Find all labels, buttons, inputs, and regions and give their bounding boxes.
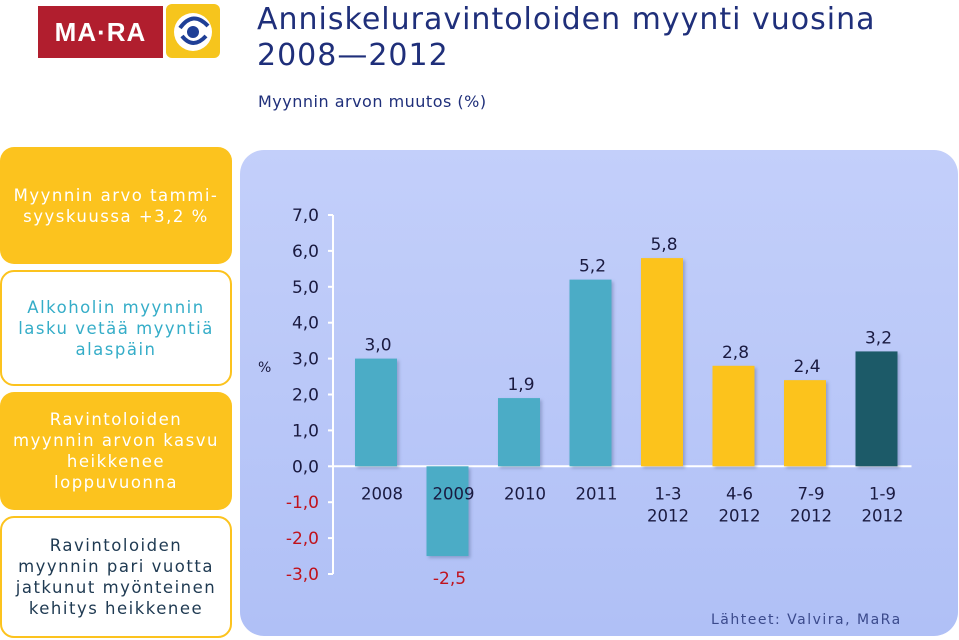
category-label: 1-9 — [869, 484, 896, 503]
info-panel-2: Alkoholin myynnin lasku vetää myyntiä al… — [0, 270, 232, 386]
category-label: 4-6 — [726, 484, 753, 503]
y-tick-label: 3,0 — [292, 350, 319, 370]
value-label: 3,0 — [364, 336, 391, 356]
value-label: 2,8 — [722, 343, 749, 363]
panel-text-4: Ravintoloiden myynnin pari vuotta jatkun… — [15, 536, 217, 618]
panel-text-3: Ravintoloiden myynnin arvon kasvu heikke… — [13, 410, 219, 492]
y-tick-label: 2,0 — [292, 386, 319, 406]
category-label-line2: 2012 — [862, 506, 904, 525]
bar — [641, 258, 683, 467]
y-tick-label: 1,0 — [292, 421, 319, 441]
value-label: -2,5 — [433, 569, 466, 589]
value-label: 5,2 — [579, 257, 606, 277]
category-label-line2: 2012 — [790, 506, 832, 525]
logo-text: MA·RA — [54, 17, 147, 47]
category-label: 2009 — [433, 484, 475, 503]
y-tick-label: -3,0 — [286, 565, 319, 585]
category-label: 1-3 — [655, 484, 682, 503]
bar — [784, 380, 826, 467]
page-title: Anniskeluravintoloiden myynti vuosina 20… — [257, 2, 876, 73]
info-panel-1: Myynnin arvo tammi-syyskuussa +3,2 % — [0, 147, 232, 264]
y-tick-label: -2,0 — [286, 529, 319, 549]
category-label-line2: 2012 — [719, 506, 761, 525]
y-axis-label: % — [258, 360, 271, 376]
chart-area: 7,0 6,0 5,0 4,0 3,0 2,0 1,0 0,0 -1,0 -2,0 -3,0 3,0… — [240, 150, 958, 636]
bar — [355, 358, 397, 467]
bar — [498, 398, 540, 467]
category-label: 2010 — [504, 484, 546, 503]
y-tick-label: 4,0 — [292, 314, 319, 334]
y-tick-label: 0,0 — [292, 457, 319, 477]
y-tick-label: -1,0 — [286, 493, 319, 513]
panel-text-2: Alkoholin myynnin lasku vetää myyntiä al… — [18, 297, 214, 359]
source-note: Lähteet: Valvira, MaRa — [711, 612, 902, 628]
value-label: 5,8 — [650, 235, 677, 255]
y-tick-label: 6,0 — [292, 242, 319, 262]
category-label: 7-9 — [798, 484, 825, 503]
bar — [855, 351, 898, 467]
bar-chart: 7,0 6,0 5,0 4,0 3,0 2,0 1,0 0,0 -1,0 -2,0 -3,0 3,0… — [258, 206, 912, 589]
category-label-line2: 2012 — [647, 506, 689, 525]
bar — [569, 279, 612, 467]
bar — [426, 466, 469, 557]
panel-text-1: Myynnin arvo tammi-syyskuussa +3,2 % — [13, 185, 219, 226]
chart-subtitle: Myynnin arvon muutos (%) — [258, 92, 487, 111]
info-panel-4: Ravintoloiden myynnin pari vuotta jatkun… — [0, 516, 232, 638]
bar — [712, 365, 755, 467]
value-label: 2,4 — [793, 357, 820, 377]
emblem-icon — [166, 4, 220, 58]
mara-logo: MA·RA — [38, 6, 163, 58]
info-panel-3: Ravintoloiden myynnin arvon kasvu heikke… — [0, 392, 232, 510]
category-label: 2008 — [361, 484, 403, 503]
y-tick-label: 7,0 — [292, 206, 319, 226]
value-label: 1,9 — [507, 375, 534, 395]
y-tick-label: 5,0 — [292, 278, 319, 298]
value-label: 3,2 — [865, 328, 892, 348]
category-label: 2011 — [576, 484, 618, 503]
